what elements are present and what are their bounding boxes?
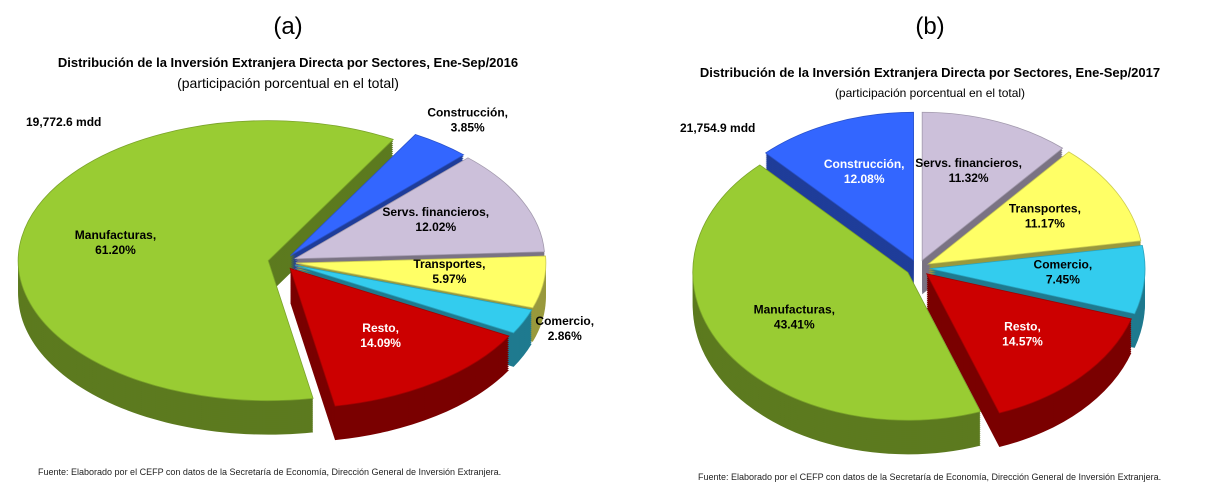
annotation: 19,772.6 mdd <box>26 115 101 129</box>
slice-value-label: 11.17% <box>1025 216 1065 230</box>
slice-category: Servs. financieros, <box>382 205 489 219</box>
pie-slice <box>929 244 1146 315</box>
pie-slice <box>289 267 510 407</box>
slice-value-label: 14.09% <box>360 336 401 350</box>
chart-title: Distribución de la Inversión Extranjera … <box>58 55 518 70</box>
slice-category: Construcción, <box>427 106 508 120</box>
pie-slice <box>925 273 1132 414</box>
pie-slice <box>17 120 394 402</box>
source-note: Fuente: Elaborado por el CEFP con datos … <box>698 472 1162 482</box>
slice-value-label: 2.86% <box>548 329 582 343</box>
slice-category: Transportes, <box>1009 201 1081 215</box>
chart-subtitle: (participación porcentual en el total) <box>835 86 1025 100</box>
slice-value-label: 61.20% <box>95 243 136 257</box>
slice-category: Resto, <box>362 321 399 335</box>
slice-category: Manufacturas, <box>754 302 835 316</box>
pie-slice <box>294 157 545 260</box>
slice-value-label: 12.08% <box>844 172 885 186</box>
slice-category: Comercio, <box>1034 258 1093 272</box>
slice-value-label: 12.02% <box>415 220 456 234</box>
slice-value-label: 11.32% <box>949 171 989 185</box>
annotation: 21,754.9 mdd <box>680 121 755 135</box>
slice-value-label: 43.41% <box>774 317 815 331</box>
slice-category: Manufacturas, <box>75 228 156 242</box>
pie-slice <box>764 111 914 262</box>
source-note: Fuente: Elaborado por el CEFP con datos … <box>38 467 502 477</box>
slice-category: Servs. financieros, <box>915 156 1022 170</box>
pie-slice <box>692 164 982 421</box>
chart-title: Distribución de la Inversión Extranjera … <box>700 65 1160 80</box>
slice-value-label: 5.97% <box>432 272 466 286</box>
slice-value-label: 3.85% <box>451 121 485 135</box>
slice-category: Comercio, <box>535 314 594 328</box>
chart-subtitle: (participación porcentual en el total) <box>177 75 399 91</box>
slice-value-label: 14.57% <box>1002 334 1043 348</box>
pie-slice <box>295 255 547 309</box>
panel-label: (a) <box>273 13 302 40</box>
panel-label: (b) <box>915 13 944 40</box>
pie-slice <box>290 134 465 257</box>
slice-category: Construcción, <box>824 157 905 171</box>
pie-slice <box>927 151 1142 265</box>
pie-slice <box>921 111 1064 262</box>
pie-slice <box>294 264 533 334</box>
slice-value-label: 7.45% <box>1046 273 1080 287</box>
slice-category: Transportes, <box>413 257 485 271</box>
slice-category: Resto, <box>1004 319 1041 333</box>
